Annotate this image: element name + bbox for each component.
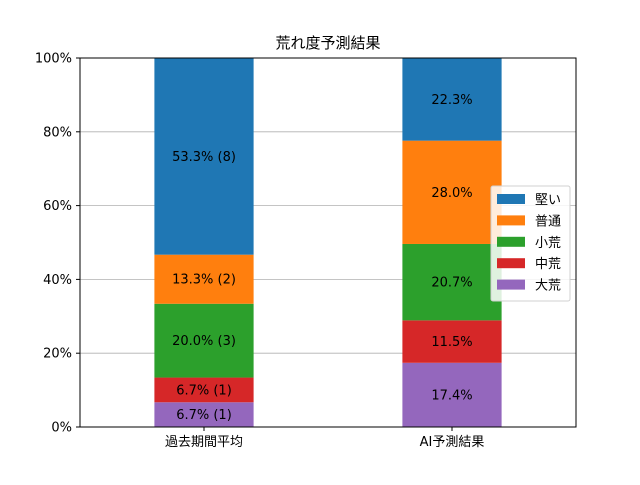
data-label: 17.4% — [431, 388, 472, 403]
bar-segment — [402, 362, 502, 427]
bar-segment — [402, 320, 502, 363]
legend-label: 堅い — [535, 193, 561, 208]
y-tick-label: 0% — [51, 421, 72, 436]
data-label: 6.7% (1) — [176, 383, 232, 398]
legend-label: 普通 — [535, 214, 561, 229]
legend-swatch — [497, 258, 525, 269]
bar-segment — [154, 303, 254, 378]
bar-segment — [402, 58, 502, 141]
plot-frame — [79, 57, 577, 428]
data-label: 28.0% — [431, 186, 472, 201]
y-tick-label: 80% — [43, 125, 72, 140]
y-tick-label: 60% — [43, 199, 72, 214]
x-tick-label: AI予測結果 — [420, 435, 485, 450]
data-label: 13.3% (2) — [172, 273, 236, 288]
data-label: 22.3% — [431, 93, 472, 108]
legend-label: 中荒 — [535, 257, 561, 272]
data-label: 20.7% — [431, 276, 472, 291]
chart-title: 荒れ度予測結果 — [275, 34, 380, 52]
bar-segment — [154, 402, 254, 427]
legend-swatch — [497, 236, 525, 247]
y-tick-label: 100% — [35, 52, 72, 67]
legend-swatch — [497, 194, 525, 204]
data-label: 6.7% (1) — [176, 408, 232, 423]
legend-swatch — [497, 215, 525, 226]
legend-label: 大荒 — [535, 279, 561, 294]
y-tick-label: 20% — [43, 347, 72, 362]
y-tick-label: 40% — [43, 273, 72, 288]
bar-segment — [402, 243, 502, 321]
legend-swatch — [497, 279, 525, 290]
bar-segment — [154, 254, 254, 304]
data-label: 53.3% (8) — [172, 150, 236, 165]
bar-segment — [402, 140, 502, 244]
data-label: 20.0% (3) — [172, 334, 236, 349]
bar-segment — [154, 58, 254, 255]
bar-segment — [154, 377, 254, 403]
legend-box — [490, 185, 571, 302]
x-tick-label: 過去期間平均 — [165, 435, 243, 450]
legend-label: 小荒 — [535, 236, 561, 251]
data-label: 11.5% — [431, 335, 472, 350]
